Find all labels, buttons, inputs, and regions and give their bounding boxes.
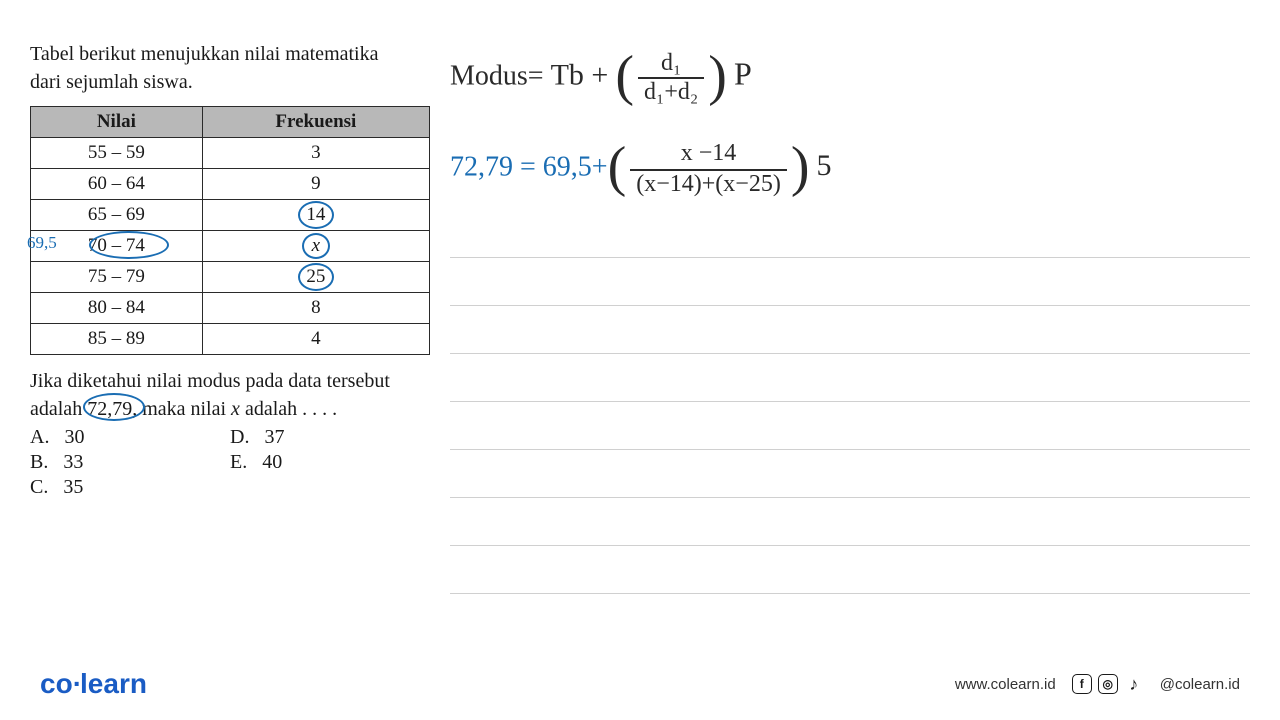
question-line1: Jika diketahui nilai modus pada data ter… xyxy=(30,370,390,392)
instagram-icon: ◎ xyxy=(1098,674,1118,694)
answer-options: A. 30 D. 37 B. 33 E. 40 C. 35 xyxy=(30,425,450,500)
question-modus-value: 72,79, xyxy=(87,398,137,420)
cell-nilai: 60 – 64 xyxy=(31,169,203,200)
option-c-value: 35 xyxy=(63,476,83,498)
table-row: 85 – 89 4 xyxy=(31,324,430,355)
table-row: 69,5 70 – 74 x xyxy=(31,231,430,262)
option-a: A. 30 xyxy=(30,425,230,450)
handwritten-formula-modus: Modus= Tb + ( d₁ d₁+d₂ ) P xyxy=(450,50,752,106)
cell-nilai: 65 – 69 xyxy=(31,200,203,231)
logo-post: learn xyxy=(80,668,147,699)
cell-value: 14 xyxy=(306,204,325,225)
handwritten-tb: 69,5 xyxy=(27,233,57,253)
work-panel: Modus= Tb + ( d₁ d₁+d₂ ) P 72,79 = 69,5+… xyxy=(450,40,1250,500)
question-line2-end: adalah . . . . xyxy=(240,398,337,420)
facebook-icon: f xyxy=(1072,674,1092,694)
hw-eq-left: 72,79 = 69,5+ xyxy=(450,151,608,182)
intro-line1: Tabel berikut menujukkan nilai matematik… xyxy=(30,43,379,65)
cell-frek: 9 xyxy=(202,169,429,200)
table-header-nilai: Nilai xyxy=(31,107,203,138)
cell-frek: 25 xyxy=(202,262,429,293)
hw-frac-den: d₁+d₂ xyxy=(638,79,704,106)
cell-nilai: 69,5 70 – 74 xyxy=(31,231,203,262)
option-d-value: 37 xyxy=(264,426,284,448)
hw-eq-den: (x−14)+(x−25) xyxy=(630,171,787,198)
option-b-value: 33 xyxy=(63,451,83,473)
problem-intro: Tabel berikut menujukkan nilai matematik… xyxy=(30,40,450,96)
cell-frek: x xyxy=(202,231,429,262)
option-e: E. 40 xyxy=(230,450,430,475)
table-row: 80 – 84 8 xyxy=(31,293,430,324)
logo-pre: co xyxy=(40,668,73,699)
hw-modus-label: Modus= xyxy=(450,60,544,91)
cell-nilai: 75 – 79 xyxy=(31,262,203,293)
footer-url: www.colearn.id xyxy=(955,676,1056,693)
cell-nilai: 55 – 59 xyxy=(31,138,203,169)
ruled-lines xyxy=(450,210,1250,500)
question-text: Jika diketahui nilai modus pada data ter… xyxy=(30,367,450,423)
table-row: 65 – 69 14 xyxy=(31,200,430,231)
cell-value: 25 xyxy=(306,266,325,287)
cell-frek: 14 xyxy=(202,200,429,231)
footer-handle: @colearn.id xyxy=(1160,676,1240,693)
cell-nilai: 80 – 84 xyxy=(31,293,203,324)
cell-value: 70 – 74 xyxy=(88,235,145,256)
intro-line2: dari sejumlah siswa. xyxy=(30,71,193,93)
table-header-frekuensi: Frekuensi xyxy=(202,107,429,138)
hw-eq-fraction: x −14 (x−14)+(x−25) xyxy=(630,140,787,198)
option-b: B. 33 xyxy=(30,450,230,475)
question-line2-post: maka nilai xyxy=(137,398,231,420)
tiktok-icon: ♪ xyxy=(1124,674,1144,694)
handwritten-equation: 72,79 = 69,5+( x −14 (x−14)+(x−25) ) 5 xyxy=(450,140,831,198)
cell-value: x xyxy=(312,235,320,256)
table-row: 55 – 59 3 xyxy=(31,138,430,169)
question-var-x: x xyxy=(231,398,240,420)
hw-frac-num: d₁ xyxy=(638,50,704,79)
cell-frek: 4 xyxy=(202,324,429,355)
option-c: C. 35 xyxy=(30,475,230,500)
cell-frek: 8 xyxy=(202,293,429,324)
logo-dot-icon: · xyxy=(73,668,80,699)
cell-frek: 3 xyxy=(202,138,429,169)
cell-nilai: 85 – 89 xyxy=(31,324,203,355)
option-e-value: 40 xyxy=(262,451,282,473)
hw-tb: Tb + xyxy=(551,58,609,91)
footer: co·learn www.colearn.id f ◎ ♪ @colearn.i… xyxy=(0,668,1280,700)
frequency-table: Nilai Frekuensi 55 – 59 3 60 – 64 9 65 –… xyxy=(30,106,430,355)
hw-p: P xyxy=(734,55,752,91)
option-a-value: 30 xyxy=(64,426,84,448)
option-d: D. 37 xyxy=(230,425,430,450)
table-row: 75 – 79 25 xyxy=(31,262,430,293)
colearn-logo: co·learn xyxy=(40,668,147,700)
problem-panel: Tabel berikut menujukkan nilai matematik… xyxy=(30,40,450,500)
footer-right: www.colearn.id f ◎ ♪ @colearn.id xyxy=(955,674,1240,694)
social-icons: f ◎ ♪ xyxy=(1072,674,1144,694)
hw-eq-p: 5 xyxy=(816,149,831,182)
table-row: 60 – 64 9 xyxy=(31,169,430,200)
hw-fraction: d₁ d₁+d₂ xyxy=(638,50,704,106)
hw-eq-num: x −14 xyxy=(630,140,787,171)
question-line2-pre: adalah xyxy=(30,398,87,420)
